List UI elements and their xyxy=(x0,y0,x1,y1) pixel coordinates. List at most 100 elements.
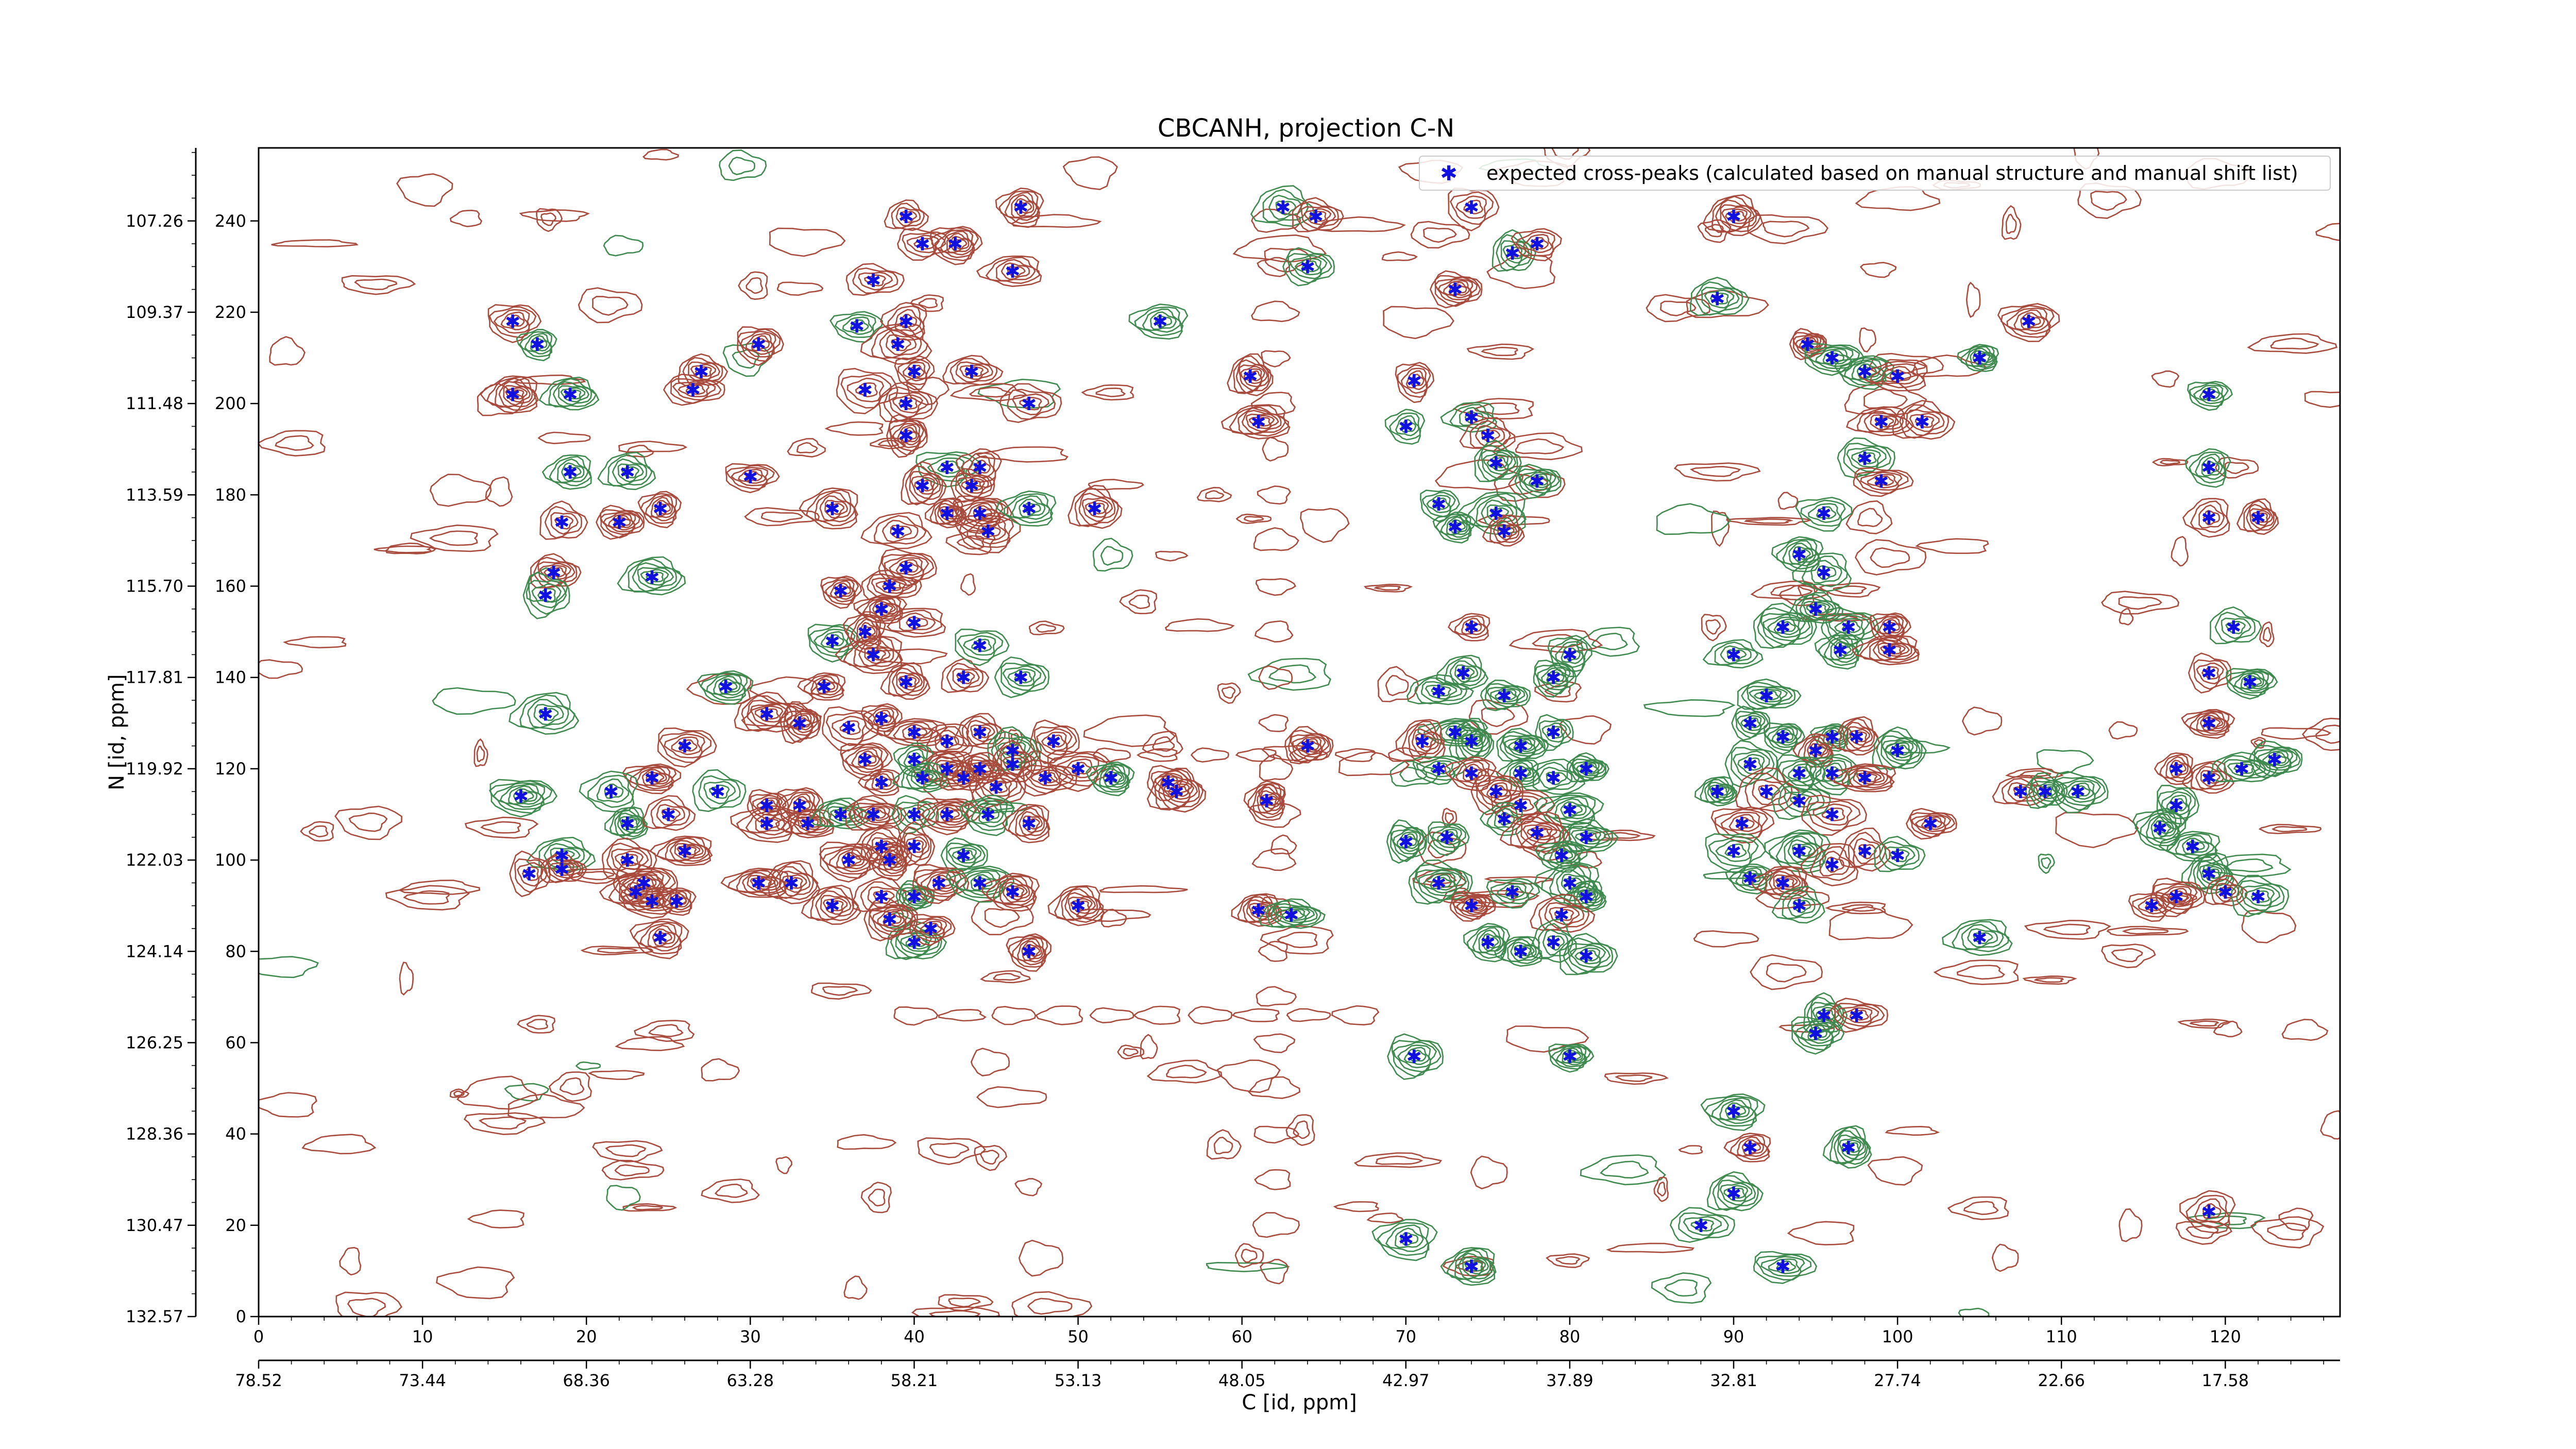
streak-contour xyxy=(1258,665,1293,690)
peak-contour xyxy=(1395,415,1419,436)
peak-contour xyxy=(617,556,686,596)
peak-contour xyxy=(870,808,887,819)
peak-contour xyxy=(996,490,1057,527)
peak-contour xyxy=(1744,772,1793,810)
peak-contour xyxy=(889,557,924,579)
peak-contour xyxy=(768,862,819,900)
noise-contour xyxy=(917,1137,986,1166)
peak-contour xyxy=(2267,752,2290,766)
peak-contour xyxy=(1755,1254,1812,1280)
noise-contour xyxy=(2250,1216,2325,1249)
cross-peak-marker: ✱ xyxy=(1398,1229,1414,1250)
peak-contour xyxy=(2056,778,2102,806)
peak-contour xyxy=(1859,635,1920,663)
peak-contour xyxy=(1523,233,1553,254)
peak-contour xyxy=(1023,815,1043,834)
noise-contour xyxy=(385,885,470,911)
cross-peak-marker: ✱ xyxy=(1882,641,1897,662)
peak-contour xyxy=(836,367,899,414)
peak-contour xyxy=(1838,827,1891,872)
peak-contour xyxy=(891,795,939,835)
cross-peak-marker: ✱ xyxy=(972,722,988,744)
peak-contour xyxy=(2201,666,2219,680)
peak-contour xyxy=(750,877,775,890)
peak-contour xyxy=(887,305,925,337)
peak-contour xyxy=(963,798,1008,831)
peak-contour xyxy=(1002,665,1042,692)
peak-contour xyxy=(1768,1258,1801,1274)
peak-contour xyxy=(1002,754,1027,776)
peak-contour xyxy=(1795,845,1812,857)
noise-contour xyxy=(1961,706,2003,736)
peak-contour xyxy=(1776,538,1821,570)
peak-contour xyxy=(2161,791,2192,819)
cross-peak-marker: ✱ xyxy=(1464,1257,1479,1278)
peak-contour xyxy=(864,770,899,794)
noise-contour xyxy=(1933,959,2019,985)
cross-peak-marker: ✱ xyxy=(1513,736,1528,757)
peak-contour xyxy=(1018,202,1032,214)
noise-contour xyxy=(1859,327,1877,353)
peak-contour xyxy=(1726,649,1747,661)
noise-contour xyxy=(2185,1224,2219,1239)
peak-contour xyxy=(533,703,564,726)
noise-contour xyxy=(1028,620,1065,635)
peak-contour xyxy=(1788,763,1815,783)
peak-contour xyxy=(537,587,556,603)
peak-contour xyxy=(941,658,990,693)
peak-contour xyxy=(2236,498,2279,535)
cross-peak-marker: ✱ xyxy=(792,713,807,734)
noise-contour xyxy=(1506,1025,1589,1053)
cross-peak-marker: ✱ xyxy=(1562,873,1578,894)
peak-contour xyxy=(1301,260,1320,273)
peak-contour xyxy=(918,479,934,492)
peak-contour xyxy=(887,913,902,925)
noise-contour xyxy=(548,1071,592,1102)
peak-contour xyxy=(836,849,869,870)
peak-contour xyxy=(505,387,528,403)
peak-contour xyxy=(1730,1134,1771,1160)
peak-contour xyxy=(1837,645,1852,656)
cross-peak-marker: ✱ xyxy=(882,577,897,598)
peak-contour xyxy=(1724,1102,1750,1120)
peak-contour xyxy=(1782,540,1820,567)
streak-contour xyxy=(893,1006,939,1026)
peak-contour xyxy=(621,817,640,831)
cross-peak-marker: ✱ xyxy=(816,677,832,698)
noise-contour xyxy=(1366,1212,1404,1224)
peak-contour xyxy=(1458,667,1475,679)
peak-contour xyxy=(2262,750,2292,769)
cross-peak-marker: ✱ xyxy=(1775,873,1790,894)
noise-contour xyxy=(2247,333,2337,354)
peak-contour xyxy=(1463,922,1511,963)
noise-contour xyxy=(1241,1249,1258,1263)
peak-contour xyxy=(1496,759,1540,788)
cross-peak-marker: ✱ xyxy=(898,312,913,333)
peak-contour xyxy=(1510,941,1537,962)
peak-contour xyxy=(899,612,936,631)
noise-contour xyxy=(605,1144,647,1157)
peak-contour xyxy=(1482,514,1525,547)
peak-contour xyxy=(521,866,539,881)
peak-contour xyxy=(1555,641,1586,668)
peak-contour xyxy=(858,272,893,291)
noise-contour xyxy=(485,476,513,507)
contour-layer xyxy=(259,148,2340,1317)
noise-contour xyxy=(587,1070,645,1080)
peak-contour xyxy=(957,632,1004,661)
peak-contour xyxy=(1497,883,1529,901)
peak-contour xyxy=(829,580,856,600)
peak-contour xyxy=(1047,734,1065,748)
cross-peak-marker: ✱ xyxy=(1497,521,1512,543)
peak-contour xyxy=(886,610,942,634)
peak-contour xyxy=(1518,740,1533,751)
peak-contour xyxy=(1804,343,1865,376)
peak-contour xyxy=(1776,729,1797,744)
peak-contour xyxy=(845,795,907,831)
peak-contour xyxy=(895,559,922,576)
noise-contour xyxy=(2215,457,2259,479)
noise-contour xyxy=(597,948,638,954)
peak-contour xyxy=(600,509,644,538)
peak-contour xyxy=(1851,635,1920,666)
cross-peak-marker: ✱ xyxy=(956,768,971,789)
